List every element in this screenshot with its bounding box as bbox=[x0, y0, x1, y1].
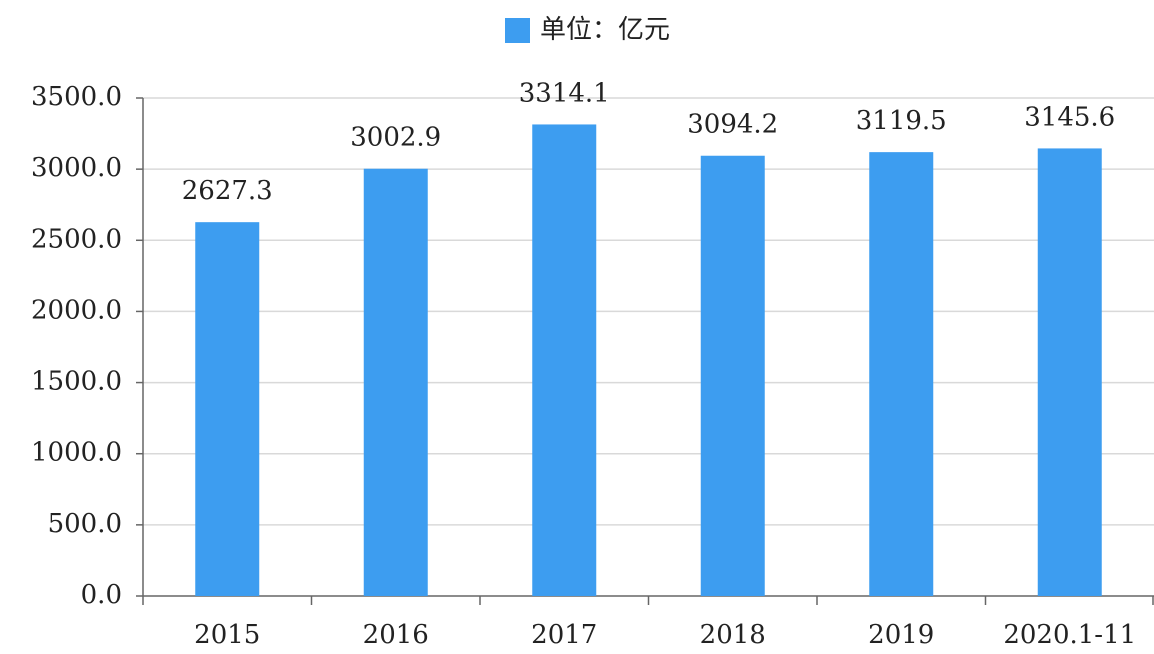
x-tick-label: 2015 bbox=[194, 620, 260, 650]
bar bbox=[195, 222, 260, 597]
y-tick-label: 1500.0 bbox=[31, 367, 122, 397]
bar bbox=[532, 124, 597, 596]
y-tick-label: 0.0 bbox=[81, 580, 122, 610]
x-tick-label: 2019 bbox=[868, 620, 934, 650]
data-label: 3094.2 bbox=[687, 110, 778, 140]
data-label: 2627.3 bbox=[182, 176, 273, 206]
bar bbox=[1037, 148, 1102, 596]
y-tick-label: 2500.0 bbox=[31, 224, 122, 254]
legend-swatch bbox=[505, 18, 530, 43]
x-tick-label: 2020.1-11 bbox=[1003, 620, 1136, 650]
y-tick-label: 2000.0 bbox=[31, 295, 122, 325]
y-tick-label: 3500.0 bbox=[31, 82, 122, 112]
bar bbox=[363, 168, 428, 596]
y-tick-label: 3000.0 bbox=[31, 153, 122, 183]
data-label: 3145.6 bbox=[1024, 102, 1115, 132]
x-tick-label: 2016 bbox=[363, 620, 429, 650]
data-label: 3119.5 bbox=[856, 106, 947, 136]
y-tick-label: 1000.0 bbox=[31, 438, 122, 468]
data-label: 3002.9 bbox=[350, 123, 441, 153]
bar bbox=[700, 155, 765, 596]
legend-label: 单位：亿元 bbox=[540, 15, 670, 45]
y-tick-label: 500.0 bbox=[48, 509, 122, 539]
x-tick-label: 2017 bbox=[531, 620, 597, 650]
bar bbox=[869, 152, 934, 596]
data-label: 3314.1 bbox=[519, 78, 610, 108]
x-tick-label: 2018 bbox=[700, 620, 766, 650]
